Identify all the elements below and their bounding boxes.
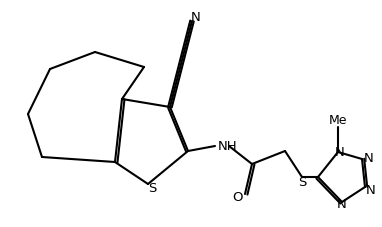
Text: S: S [298,175,306,188]
Text: N: N [364,151,374,164]
Text: N: N [337,198,347,211]
Text: N: N [366,183,376,196]
Text: O: O [233,191,243,204]
Text: N: N [191,10,201,23]
Text: Me: Me [329,114,347,126]
Text: NH: NH [218,140,238,153]
Text: N: N [335,145,345,158]
Text: S: S [148,181,156,194]
